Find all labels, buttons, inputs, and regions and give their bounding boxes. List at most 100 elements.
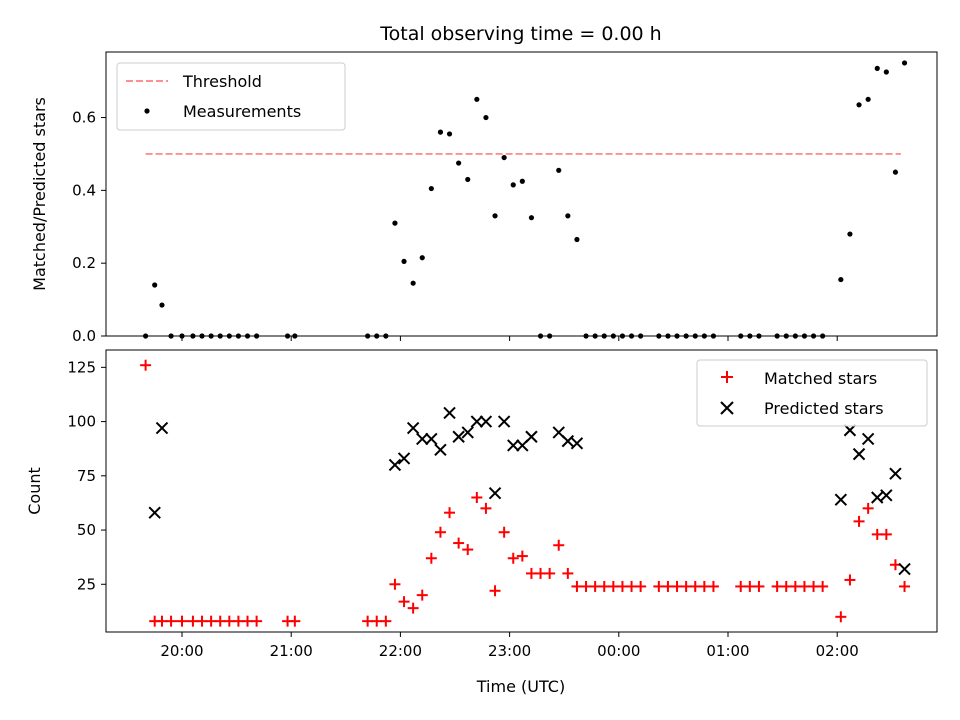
x-tick-label: 00:00: [597, 642, 640, 660]
predicted-star-point: [470, 415, 484, 428]
predicted-star-point: [507, 439, 520, 452]
legend-matched-label: Matched stars: [764, 369, 877, 388]
matched-star-point: [389, 578, 401, 590]
top-y-ticks: 0.0 0.2 0.4 0.6: [72, 109, 106, 345]
matched-star-point: [289, 615, 301, 627]
matched-star-point: [498, 526, 510, 538]
predicted-star-point: [388, 458, 402, 472]
x-tick-label: 20:00: [160, 642, 203, 660]
matched-star-point: [444, 507, 456, 519]
bottom-y-tick-label: 100: [67, 413, 96, 431]
bottom-legend: Matched stars Predicted stars: [696, 359, 928, 427]
matched-star-markers: [140, 359, 911, 627]
predicted-star-point: [861, 432, 875, 446]
measurement-point: [556, 167, 562, 173]
x-tick-label: 01:00: [706, 642, 749, 660]
matched-star-point: [562, 567, 574, 579]
x-tick-label: 23:00: [488, 642, 531, 660]
predicted-star-point: [461, 426, 474, 439]
matched-star-point: [140, 359, 152, 371]
top-y-axis-label: Matched/Predicted stars: [30, 97, 49, 291]
measurement-point: [492, 213, 498, 219]
matched-star-point: [635, 580, 647, 592]
predicted-star-point: [148, 506, 161, 519]
measurement-point: [892, 169, 899, 175]
bottom-y-tick-label: 125: [67, 358, 96, 376]
measurement-point: [574, 236, 580, 243]
predicted-star-point: [880, 489, 893, 502]
measurement-point: [410, 280, 416, 286]
predicted-star-point: [525, 430, 538, 443]
matched-star-point: [165, 615, 177, 627]
predicted-star-point: [425, 432, 438, 446]
matched-star-point: [251, 615, 263, 627]
measurement-point: [419, 255, 425, 261]
top-legend-box: [116, 62, 346, 131]
figure-title: Total observing time = 0.00 h: [379, 23, 661, 45]
predicted-star-point: [479, 415, 493, 428]
matched-star-point: [899, 580, 911, 592]
top-y-tick-label: 0.2: [72, 254, 96, 272]
matched-star-point: [416, 589, 428, 601]
x-tick-label: 21:00: [270, 642, 313, 660]
top-y-tick-label: 0.6: [72, 109, 96, 127]
matched-star-point: [480, 502, 492, 514]
bottom-y-tick-label: 75: [77, 467, 96, 485]
measurement-point: [483, 114, 489, 121]
measurement-point: [865, 96, 871, 102]
measurement-point: [152, 282, 158, 288]
top-x-ticks: [181, 336, 838, 341]
predicted-star-point: [871, 491, 884, 504]
bottom-panel: 25 50 75 100 125 20:00 21:00 22:00 23:00 00:00 01…: [25, 349, 938, 696]
matched-star-point: [817, 580, 829, 592]
matched-star-point: [753, 580, 765, 592]
measurement-point: [874, 65, 880, 71]
predicted-star-point: [434, 443, 447, 456]
legend-measurement-marker: [144, 108, 150, 114]
predicted-star-point: [898, 562, 911, 576]
predicted-star-point: [497, 415, 511, 428]
measurement-point: [474, 96, 480, 102]
predicted-star-point: [834, 493, 848, 506]
predicted-star-point: [561, 434, 575, 448]
bottom-y-ticks: 25 50 75 100 125: [67, 358, 106, 593]
measurement-point: [392, 220, 398, 226]
matched-star-point: [453, 537, 465, 549]
measurement-point: [465, 176, 471, 183]
matched-star-point: [471, 492, 483, 504]
matched-star-point: [507, 552, 519, 564]
predicted-star-point: [416, 432, 429, 446]
matched-star-point: [434, 526, 446, 538]
top-y-tick-label: 0.0: [72, 327, 96, 345]
top-legend: Threshold Measurements: [116, 62, 346, 131]
matched-star-point: [380, 615, 392, 627]
matched-star-point: [853, 515, 865, 527]
top-axes-frame: [105, 51, 938, 337]
measurement-point: [847, 231, 853, 237]
measurement-point: [401, 258, 407, 264]
measurement-point: [519, 178, 525, 184]
predicted-star-point: [452, 430, 465, 443]
predicted-star-point: [397, 452, 411, 465]
legend-predicted-label: Predicted stars: [764, 399, 884, 418]
bottom-x-ticks: 20:00 21:00 22:00 23:00 00:00 01:00 02:00: [160, 632, 859, 660]
bottom-y-tick-label: 50: [77, 521, 96, 539]
predicted-star-point: [889, 467, 902, 480]
measurement-point: [446, 131, 453, 137]
x-tick-label: 22:00: [379, 642, 422, 660]
matched-star-point: [398, 596, 410, 608]
measurement-point: [901, 60, 908, 66]
matched-star-point: [862, 502, 874, 514]
measurement-point: [501, 154, 507, 161]
matched-star-point: [407, 602, 419, 614]
measurement-point: [510, 182, 516, 188]
matched-star-point: [544, 567, 556, 579]
bottom-axes-frame: [105, 349, 938, 633]
measurement-point: [883, 69, 889, 75]
legend-matched-marker: [721, 371, 733, 383]
bottom-y-tick-label: 25: [77, 575, 96, 593]
measurement-point: [159, 302, 165, 308]
predicted-star-point: [843, 424, 857, 437]
matched-star-point: [462, 544, 474, 556]
